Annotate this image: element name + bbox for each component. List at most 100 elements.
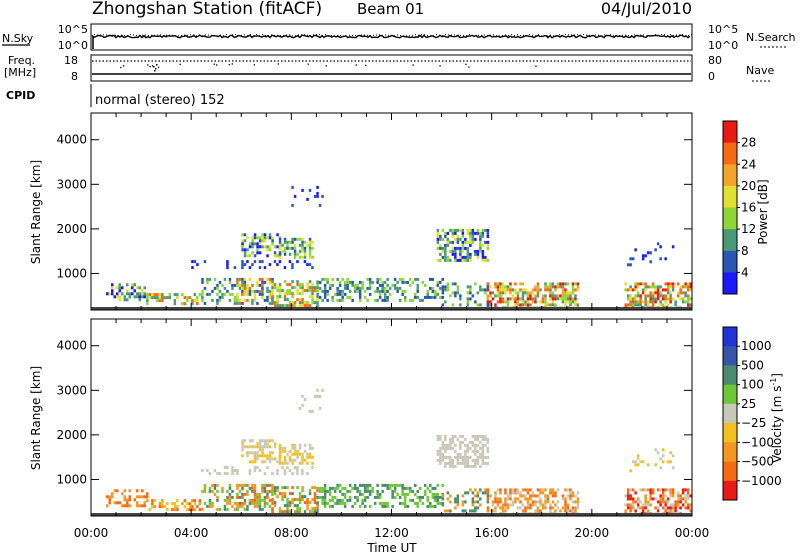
power-cell [258,289,262,293]
power-cell [241,292,244,296]
velocity-cell [363,489,367,493]
velocity-cell [506,506,510,510]
velocity-cell [546,494,550,498]
power-cell [536,285,540,289]
velocity-cell [298,446,302,450]
velocity-cell [258,469,262,473]
velocity-cell [361,492,364,496]
power-cell [341,298,344,302]
power-cell [464,240,467,244]
velocity-cell [283,455,287,459]
power-cell [293,243,297,247]
power-cell [444,288,447,292]
power-cell [141,292,144,296]
power-cell [451,291,455,295]
velocity-cell [409,498,412,502]
nsearch-point [520,35,521,36]
power-cell [641,288,645,292]
power-cell [313,286,317,290]
velocity-cell [363,495,367,499]
velocity-cell [456,437,460,441]
velocity-cell [286,504,289,508]
velocity-cell [248,498,252,502]
nsearch-point [565,34,566,35]
velocity-cell [303,510,307,514]
velocity-cell [188,505,192,509]
power-cell [656,288,660,292]
power-cell [118,286,121,290]
power-cell [499,300,502,304]
power-cell [246,248,249,252]
velocity-cell [271,489,274,493]
power-cell [303,260,307,264]
nsearch-point [550,34,551,36]
power-cell [243,286,247,290]
power-cell [248,286,252,290]
power-cell [409,298,412,302]
power-cell [298,298,302,302]
power-cell [649,300,652,304]
power-cell [509,282,512,286]
power-cell [514,282,517,286]
power-colorbar-swatch [723,229,737,252]
power-cell [649,260,652,264]
power-cell [631,303,635,307]
power-cell [251,236,254,240]
velocity-cell [308,409,312,413]
nsearch-point [691,34,692,36]
power-cell [551,297,555,301]
velocity-cell [459,455,462,459]
power-cell [243,289,247,293]
power-cell [629,285,632,289]
velocity-cell [256,498,259,502]
power-cell [138,298,141,302]
power-cell [316,191,319,195]
power-cell [634,297,637,301]
velocity-cell [323,501,327,505]
velocity-cell [681,491,685,495]
power-cell [486,297,490,301]
velocity-cell [439,449,442,453]
power-cell [306,197,309,201]
velocity-cell [444,464,447,468]
velocity-cell [651,488,655,492]
power-cell [551,300,555,304]
velocity-cell [484,488,487,492]
velocity-cell [419,498,422,502]
velocity-cell [556,500,560,504]
power-cell [293,252,297,256]
power-cell [471,234,475,238]
velocity-cell [501,503,505,507]
power-cell [669,294,672,298]
velocity-cell [363,498,367,502]
power-cell [296,252,299,256]
velocity-cell [256,457,259,461]
velocity-cell [531,494,535,498]
velocity-cell [191,505,194,509]
power-cell [286,289,289,293]
velocity-cell [654,463,657,467]
power-cell [666,288,670,292]
power-cell [136,295,139,299]
velocity-cell [113,489,116,493]
velocity-cell [216,495,219,499]
velocity-cell [293,449,297,453]
velocity-cell [241,501,244,505]
power-cell [298,292,302,296]
velocity-cell [644,500,647,504]
velocity-cell [213,486,217,490]
velocity-cell [564,500,567,504]
nsearch-point [421,34,422,36]
power-cell [246,298,249,302]
nsearch-point [478,35,479,36]
power-cell [651,294,655,298]
velocity-cell [439,458,442,462]
nsearch-point [592,35,593,37]
velocity-cell [474,506,477,510]
velocity-cell [161,499,164,503]
velocity-cell [126,501,129,505]
power-cell [521,282,525,286]
power-cell [521,297,525,301]
power-cell [356,283,359,287]
power-cell [151,296,154,300]
